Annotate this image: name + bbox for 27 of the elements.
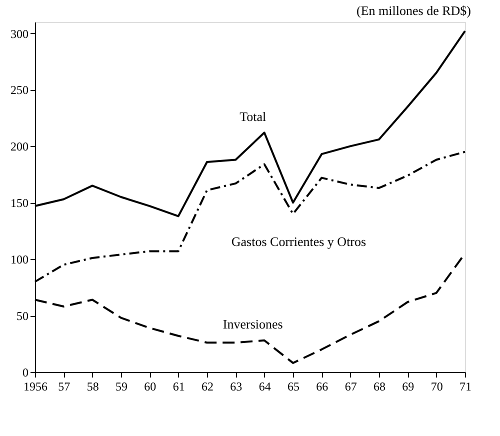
- text: Gastos Corrientes y Otros: [231, 234, 366, 250]
- x-tick-label: 68: [374, 380, 386, 394]
- x-tick-label: 64: [258, 380, 271, 394]
- x-tick-label: 63: [230, 380, 242, 394]
- x-tick-label: 57: [58, 380, 70, 394]
- x-tick-label: 1956: [24, 380, 48, 394]
- chart-subtitle: (En millones de RD$): [356, 3, 471, 18]
- x-tick-label: 65: [288, 380, 300, 394]
- x-tick-label: 66: [316, 380, 328, 394]
- x-tick-label: 71: [460, 380, 472, 394]
- y-tick-label: 200: [10, 140, 28, 154]
- series-label: Total: [240, 108, 267, 124]
- y-tick-label: 150: [10, 196, 28, 210]
- x-tick-label: 62: [202, 380, 214, 394]
- x-tick-label: 61: [172, 380, 185, 394]
- x-tick-label: 70: [430, 380, 443, 394]
- y-tick-label: 300: [10, 26, 28, 41]
- x-tick-label: 69: [402, 380, 414, 394]
- y-tick-label: 0: [22, 366, 28, 380]
- y-tick-label: 50: [16, 309, 28, 324]
- x-tick-label: 67: [344, 380, 357, 394]
- y-tick-label: 100: [10, 252, 28, 267]
- x-tick-label: 58: [86, 380, 99, 394]
- x-tick-label: 60: [144, 380, 156, 394]
- series-label: Inversiones: [222, 316, 283, 332]
- x-tick-label: 59: [116, 380, 128, 394]
- y-tick-label: 250: [10, 83, 28, 98]
